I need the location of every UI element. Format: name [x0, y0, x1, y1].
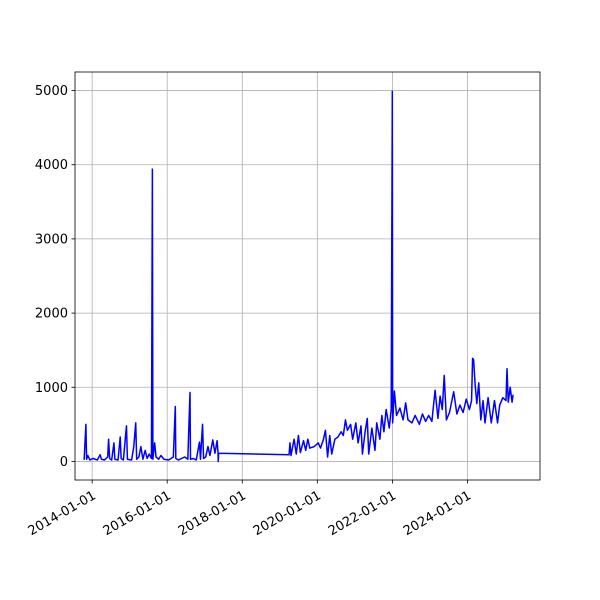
x-tick-label: 2022-01-01 — [326, 488, 399, 539]
x-tick-label: 2018-01-01 — [176, 488, 249, 539]
y-tick-label: 5000 — [35, 84, 68, 99]
plot-frame — [74, 71, 541, 481]
x-tick-label: 2024-01-01 — [401, 488, 474, 539]
x-tick-label: 2016-01-01 — [101, 488, 174, 539]
series-line — [83, 90, 514, 463]
y-tick-label: 0 — [60, 455, 68, 470]
y-tick-label: 1000 — [35, 381, 68, 396]
axes: 0 1000 2000 3000 4000 5000 2014-01-01 2016-01-0… — [26, 71, 541, 539]
x-tick-label: 2020-01-01 — [251, 488, 324, 539]
y-tick-label: 2000 — [35, 307, 68, 322]
series-layer — [83, 90, 514, 463]
x-tick-label: 2014-01-01 — [26, 488, 99, 539]
y-tick-label: 3000 — [35, 232, 68, 247]
y-tick-label: 4000 — [35, 158, 68, 173]
grid-lines — [75, 72, 540, 480]
